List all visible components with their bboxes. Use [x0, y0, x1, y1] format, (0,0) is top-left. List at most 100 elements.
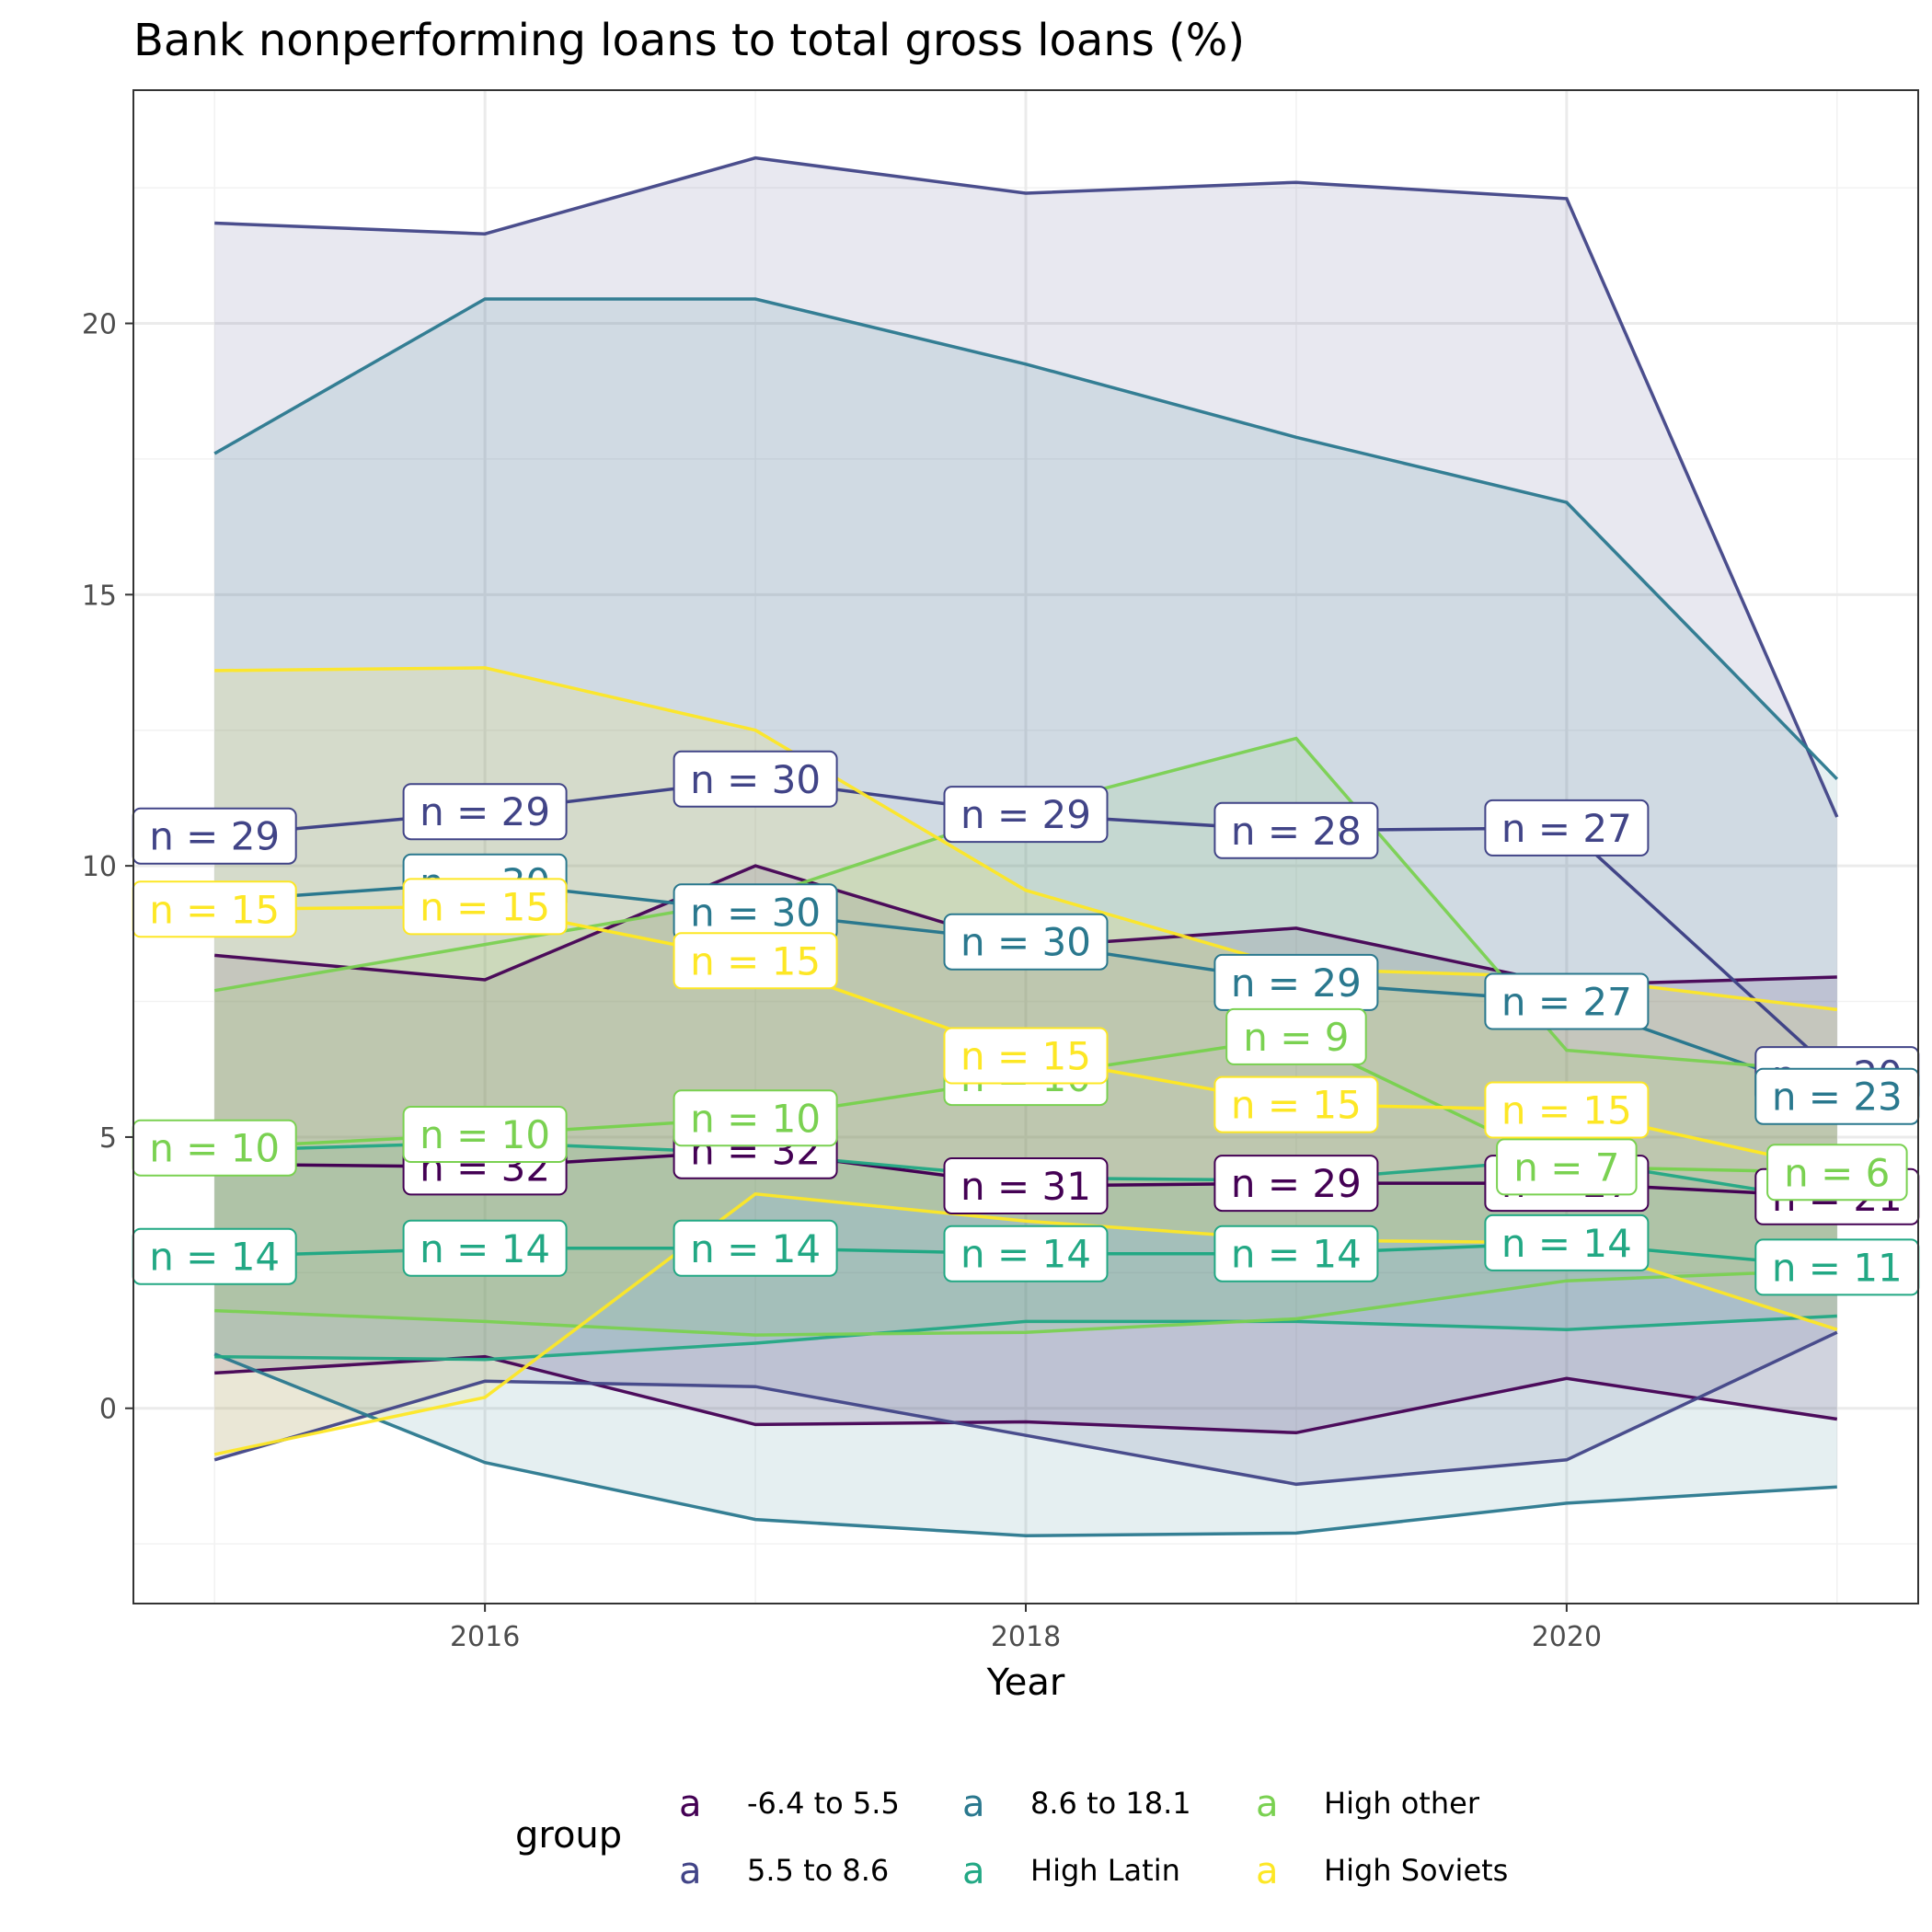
- count-label-high-latin: n = 14: [1484, 1213, 1650, 1271]
- count-label-high-latin: n = 14: [943, 1225, 1109, 1282]
- count-label-high-latin: n = 14: [132, 1227, 297, 1285]
- lower-line-high-latin: [214, 1314, 1837, 1362]
- upper-line-8-6-to-18-1: [213, 297, 1839, 781]
- svg-text:n = 15: n = 15: [960, 1034, 1091, 1079]
- legend-key-glyph: a: [1256, 1850, 1279, 1892]
- chart-title: Bank nonperforming loans to total gross …: [133, 15, 1245, 66]
- svg-text:n = 15: n = 15: [149, 887, 280, 932]
- count-label-5-5-to-8-6: n = 28: [1213, 801, 1379, 859]
- count-label-high-soviets: n = 15: [673, 932, 838, 990]
- count-label-high-soviets: n = 15: [943, 1027, 1109, 1085]
- svg-text:n = 29: n = 29: [149, 814, 280, 859]
- legend-key-glyph: a: [679, 1850, 702, 1892]
- svg-text:n = 15: n = 15: [690, 938, 821, 983]
- svg-text:n = 30: n = 30: [690, 890, 821, 935]
- svg-text:n = 14: n = 14: [149, 1235, 280, 1280]
- y-tick-label: 10: [82, 851, 117, 883]
- svg-text:n = 31: n = 31: [960, 1164, 1091, 1209]
- count-label-high-soviets: n = 15: [132, 880, 297, 938]
- svg-text:n = 29: n = 29: [960, 792, 1091, 837]
- count-label-high-soviets: n = 15: [1484, 1081, 1650, 1139]
- upper-line-5-5-to-8-6: [214, 155, 1839, 818]
- legend-label: High other: [1324, 1786, 1480, 1821]
- legend-label: High Latin: [1030, 1853, 1180, 1888]
- legend-key-glyph: a: [962, 1783, 985, 1825]
- svg-text:n = 10: n = 10: [420, 1112, 550, 1157]
- legend-label: High Soviets: [1324, 1853, 1508, 1888]
- lower-line-high-other: [214, 1268, 1837, 1337]
- legend-key-glyph: a: [1256, 1783, 1279, 1825]
- count-label-high-latin: n = 14: [1213, 1225, 1379, 1282]
- legend-label: 5.5 to 8.6: [747, 1853, 889, 1888]
- svg-text:n = 6: n = 6: [1784, 1150, 1890, 1195]
- count-label-8-6-to-18-1: n = 30: [943, 913, 1109, 971]
- svg-text:n = 11: n = 11: [1772, 1245, 1903, 1290]
- count-label-high-latin: n = 14: [673, 1219, 838, 1277]
- svg-text:n = 29: n = 29: [1231, 960, 1362, 1006]
- count-label-6-4-to-5-5: n = 31: [943, 1157, 1109, 1214]
- count-label-5-5-to-8-6: n = 29: [943, 786, 1109, 844]
- count-label-6-4-to-5-5: n = 29: [1213, 1155, 1379, 1213]
- count-label-5-5-to-8-6: n = 29: [132, 807, 297, 865]
- legend-label: 8.6 to 18.1: [1030, 1786, 1191, 1821]
- x-tick-label: 2020: [1532, 1621, 1602, 1653]
- legend-item-high-latin: a High Latin: [962, 1850, 1180, 1892]
- count-label-8-6-to-18-1: n = 30: [673, 883, 838, 941]
- count-labels: n = 32n = 32n = 31n = 29n = 27n = 21n = …: [132, 750, 1920, 1296]
- legend-item-5-5-to-8-6: a 5.5 to 8.6: [679, 1850, 889, 1892]
- svg-text:n = 10: n = 10: [690, 1096, 821, 1141]
- svg-text:n = 14: n = 14: [1231, 1232, 1362, 1277]
- legend-title: group: [515, 1814, 622, 1857]
- svg-text:n = 30: n = 30: [960, 920, 1091, 965]
- svg-text:n = 27: n = 27: [1501, 806, 1632, 851]
- count-label-high-other: n = 10: [402, 1106, 568, 1163]
- count-label-8-6-to-18-1: n = 29: [1213, 953, 1379, 1011]
- count-label-high-other: n = 9: [1225, 1007, 1367, 1065]
- count-label-high-other: n = 10: [132, 1119, 297, 1177]
- legend-item-8-6-to-18-1: a 8.6 to 18.1: [962, 1783, 1191, 1825]
- legend: group a -6.4 to 5.5 a 5.5 to 8.6 a 8.6 to 18.…: [515, 1783, 1508, 1892]
- svg-text:n = 15: n = 15: [1231, 1083, 1362, 1128]
- legend-item-high-other: a High other: [1256, 1783, 1480, 1825]
- svg-text:n = 28: n = 28: [1231, 809, 1362, 854]
- svg-text:n = 23: n = 23: [1772, 1075, 1903, 1120]
- band-6-4-to-5-5: [214, 866, 1837, 1433]
- legend-item-high-soviets: a High Soviets: [1256, 1850, 1508, 1892]
- y-tick-label: 0: [99, 1394, 117, 1426]
- count-label-5-5-to-8-6: n = 27: [1484, 799, 1650, 857]
- plot-panel: n = 32n = 32n = 31n = 29n = 27n = 21n = …: [132, 89, 1920, 1604]
- svg-text:n = 14: n = 14: [960, 1232, 1091, 1277]
- svg-text:n = 30: n = 30: [690, 757, 821, 802]
- svg-text:n = 29: n = 29: [420, 789, 550, 834]
- count-label-high-other: n = 7: [1496, 1138, 1638, 1196]
- svg-text:n = 14: n = 14: [420, 1226, 550, 1271]
- count-label-high-latin: n = 14: [402, 1219, 568, 1277]
- count-label-high-other: n = 10: [673, 1089, 838, 1147]
- count-label-8-6-to-18-1: n = 23: [1754, 1067, 1920, 1125]
- svg-text:n = 14: n = 14: [690, 1226, 821, 1271]
- svg-text:n = 10: n = 10: [149, 1126, 280, 1171]
- x-axis-title: Year: [986, 1662, 1065, 1704]
- y-tick-label: 15: [82, 580, 117, 612]
- svg-text:n = 15: n = 15: [1501, 1088, 1632, 1133]
- svg-text:n = 14: n = 14: [1501, 1221, 1632, 1266]
- count-label-5-5-to-8-6: n = 29: [402, 783, 568, 841]
- x-tick-label: 2018: [991, 1621, 1061, 1653]
- count-label-5-5-to-8-6: n = 30: [673, 750, 838, 808]
- legend-items: a -6.4 to 5.5 a 5.5 to 8.6 a 8.6 to 18.1 a High…: [679, 1783, 1508, 1892]
- svg-text:n = 9: n = 9: [1243, 1015, 1349, 1060]
- svg-text:n = 29: n = 29: [1231, 1161, 1362, 1206]
- lower-line-8-6-to-18-1: [213, 1352, 1837, 1538]
- count-label-high-soviets: n = 15: [1213, 1075, 1379, 1133]
- lower-line-6-4-to-5-5: [214, 1354, 1838, 1435]
- y-axis-ticks: 0 5 10 15 20: [82, 309, 133, 1426]
- legend-item-6-4-to-5-5: a -6.4 to 5.5: [679, 1783, 900, 1825]
- svg-text:n = 15: n = 15: [420, 884, 550, 929]
- svg-text:n = 27: n = 27: [1501, 980, 1632, 1025]
- legend-key-glyph: a: [962, 1850, 985, 1892]
- legend-label: -6.4 to 5.5: [747, 1786, 900, 1821]
- y-tick-label: 20: [82, 309, 117, 341]
- count-label-high-soviets: n = 15: [402, 878, 568, 936]
- count-label-high-latin: n = 11: [1754, 1238, 1920, 1296]
